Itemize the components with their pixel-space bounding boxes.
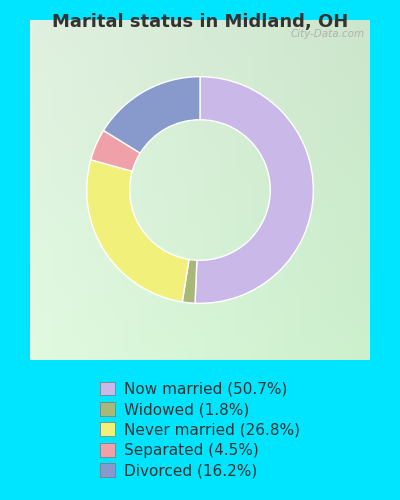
Wedge shape <box>87 160 189 302</box>
Wedge shape <box>182 260 197 303</box>
Text: Marital status in Midland, OH: Marital status in Midland, OH <box>52 12 348 30</box>
Text: City-Data.com: City-Data.com <box>290 29 364 39</box>
Legend: Now married (50.7%), Widowed (1.8%), Never married (26.8%), Separated (4.5%), Di: Now married (50.7%), Widowed (1.8%), Nev… <box>94 376 306 484</box>
Wedge shape <box>195 76 313 304</box>
Wedge shape <box>104 76 200 153</box>
Wedge shape <box>91 130 140 171</box>
